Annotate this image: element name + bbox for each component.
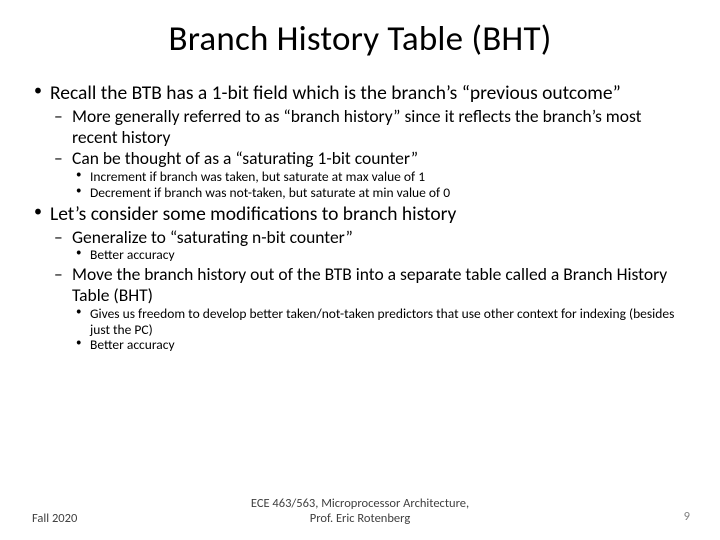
bullet-text: Generalize to “saturating n-bit counter” [72, 226, 353, 248]
bullet-lvl3: Gives us freedom to develop better taken… [72, 306, 690, 338]
bullet-lvl3: Increment if branch was taken, but satur… [72, 169, 690, 185]
bullet-lvl2: Generalize to “saturating n-bit counter”… [50, 227, 690, 264]
bullet-text: Recall the BTB has a 1-bit field which i… [50, 81, 621, 105]
bullet-list-lvl2: Generalize to “saturating n-bit counter”… [50, 227, 690, 354]
bullet-lvl2: Can be thought of as a “saturating 1-bit… [50, 148, 690, 200]
bullet-list-lvl3: Better accuracy [72, 247, 690, 263]
bullet-lvl1: Let’s consider some modifications to bra… [30, 203, 690, 354]
bullet-lvl3: Better accuracy [72, 247, 690, 263]
bullet-text: Better accuracy [90, 336, 175, 353]
bullet-list-lvl3: Gives us freedom to develop better taken… [72, 306, 690, 354]
bullet-text: Can be thought of as a “saturating 1-bit… [72, 147, 418, 169]
slide-body: Recall the BTB has a 1-bit field which i… [30, 82, 690, 353]
page-number: 9 [684, 509, 690, 524]
bullet-text: Move the branch history out of the BTB i… [72, 263, 667, 306]
footer-line2: Prof. Eric Rotenberg [310, 511, 410, 526]
footer-line1: ECE 463/563, Microprocessor Architecture… [251, 496, 469, 511]
bullet-lvl2: Move the branch history out of the BTB i… [50, 264, 690, 353]
bullet-text: Better accuracy [90, 246, 175, 263]
bullet-text: Increment if branch was taken, but satur… [90, 168, 425, 185]
bullet-lvl3: Decrement if branch was not-taken, but s… [72, 185, 690, 201]
footer-date: Fall 2020 [32, 511, 77, 526]
bullet-lvl2: More generally referred to as “branch hi… [50, 106, 690, 147]
bullet-list-lvl2: More generally referred to as “branch hi… [50, 106, 690, 201]
bullet-text: Decrement if branch was not-taken, but s… [90, 184, 450, 201]
bullet-lvl3: Better accuracy [72, 337, 690, 353]
slide-title: Branch History Table (BHT) [30, 18, 690, 60]
footer-course: ECE 463/563, Microprocessor Architecture… [0, 497, 720, 526]
bullet-text: Gives us freedom to develop better taken… [90, 305, 674, 338]
slide-footer: Fall 2020 ECE 463/563, Microprocessor Ar… [0, 497, 720, 526]
bullet-list-lvl1: Recall the BTB has a 1-bit field which i… [30, 82, 690, 353]
bullet-text: Let’s consider some modifications to bra… [50, 202, 456, 226]
bullet-lvl1: Recall the BTB has a 1-bit field which i… [30, 82, 690, 201]
bullet-text: More generally referred to as “branch hi… [72, 105, 642, 148]
slide: Branch History Table (BHT) Recall the BT… [0, 0, 720, 540]
bullet-list-lvl3: Increment if branch was taken, but satur… [72, 169, 690, 201]
